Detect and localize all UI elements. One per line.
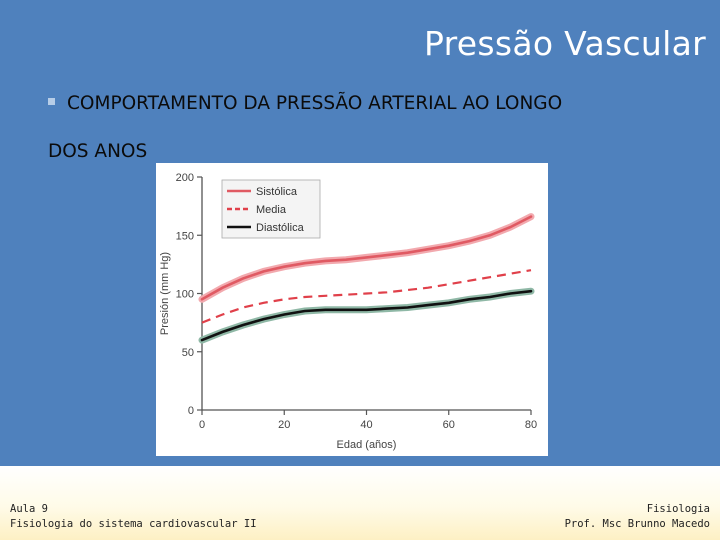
x-tick-label: 0 — [199, 419, 205, 431]
media-line — [201, 269, 532, 324]
footer-left: Aula 9 Fisiologia do sistema cardiovascu… — [10, 502, 257, 532]
square-bullet-icon — [48, 97, 55, 105]
bullet-text-line1: COMPORTAMENTO DA PRESSÃO ARTERIAL AO LON… — [67, 93, 563, 114]
legend-label-media: Media — [256, 204, 287, 216]
bullet-text-line2: DOS ANOS — [48, 141, 148, 162]
legend-label-sistolica: Sistólica — [256, 186, 298, 198]
y-axis-label: Presión (mm Hg) — [159, 252, 171, 335]
y-tick-label: 0 — [188, 405, 194, 417]
instructor-name: Prof. Msc Brunno Macedo — [564, 518, 710, 530]
chart-axes: 0 50 100 150 200 0 20 40 60 80 Edad (años) Presión … — [159, 172, 537, 451]
lecture-topic: Fisiologia do sistema cardiovascular II — [10, 518, 257, 530]
y-tick-label: 200 — [176, 172, 194, 184]
lecture-number: Aula 9 — [10, 503, 48, 515]
x-tick-label: 20 — [278, 419, 290, 431]
footer-right: Fisiologia Prof. Msc Brunno Macedo — [565, 502, 710, 532]
bullet-point: COMPORTAMENTO DA PRESSÃO ARTERIAL AO LON… — [48, 93, 562, 114]
legend-label-diastolica: Diastólica — [256, 222, 305, 234]
y-tick-label: 100 — [176, 289, 194, 301]
blood-pressure-chart: 0 50 100 150 200 0 20 40 60 80 Edad (años) Presión … — [156, 163, 548, 456]
chart-canvas: 0 50 100 150 200 0 20 40 60 80 Edad (años) Presión … — [159, 172, 537, 451]
chart-series — [198, 213, 535, 344]
x-tick-label: 60 — [443, 419, 455, 431]
diastolica-line — [200, 289, 533, 342]
y-tick-label: 50 — [182, 347, 194, 359]
slide-title: Pressão Vascular — [424, 24, 706, 63]
x-axis-label: Edad (años) — [337, 439, 397, 451]
x-tick-label: 80 — [525, 419, 537, 431]
sistolica-line — [200, 215, 533, 301]
course-name: Fisiologia — [646, 503, 710, 515]
y-tick-label: 150 — [176, 230, 194, 242]
x-tick-label: 40 — [360, 419, 372, 431]
footer: Aula 9 Fisiologia do sistema cardiovascu… — [0, 466, 720, 540]
chart-legend: Sistólica Media Diastólica — [221, 179, 321, 239]
